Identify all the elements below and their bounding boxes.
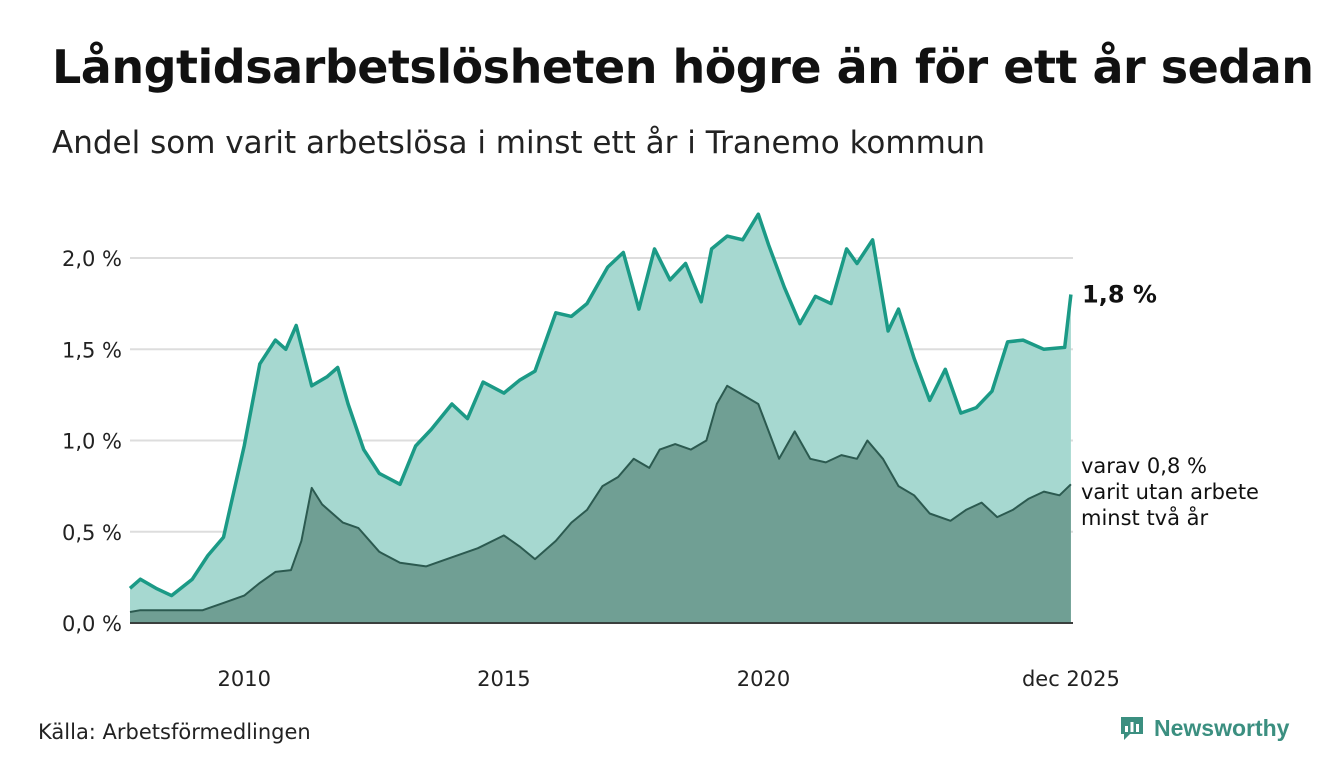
end-label-sub-line: varav 0,8 % [1081, 454, 1207, 478]
y-tick-label: 2,0 % [62, 247, 122, 271]
y-tick-label: 1,0 % [62, 430, 122, 454]
end-label-main: 1,8 % [1082, 281, 1157, 309]
x-tick-label: 2015 [477, 667, 530, 691]
x-axis-tick-labels: 2010 2015 2020 dec 2025 [218, 667, 1120, 691]
series-line-main [128, 212, 1073, 598]
brand-name: Newsworthy [1154, 714, 1290, 741]
x-tick-label: dec 2025 [1022, 667, 1120, 691]
y-tick-label: 0,0 % [62, 612, 122, 636]
source-note: Källa: Arbetsförmedlingen [38, 720, 311, 744]
end-label-sub-line: varit utan arbete [1081, 480, 1259, 504]
end-label-sub-line: minst två år [1081, 505, 1209, 530]
y-tick-label: 1,5 % [62, 338, 122, 362]
newsworthy-logo-icon [1121, 717, 1143, 740]
x-tick-label: 2010 [218, 667, 271, 691]
page-subtitle: Andel som varit arbetslösa i minst ett å… [52, 125, 986, 161]
brand-logo[interactable]: Newsworthy [1118, 714, 1289, 742]
y-axis-tick-labels: 0,0 % 0,5 % 1,0 % 1,5 % 2,0 % [62, 247, 122, 636]
page-title: Långtidsarbetslösheten högre än för ett … [52, 40, 1314, 94]
chart-areas [128, 212, 1073, 624]
y-tick-label: 0,5 % [62, 521, 122, 545]
x-tick-label: 2020 [737, 667, 790, 691]
series-line-sub [129, 384, 1072, 613]
series-area-sub [130, 385, 1071, 623]
